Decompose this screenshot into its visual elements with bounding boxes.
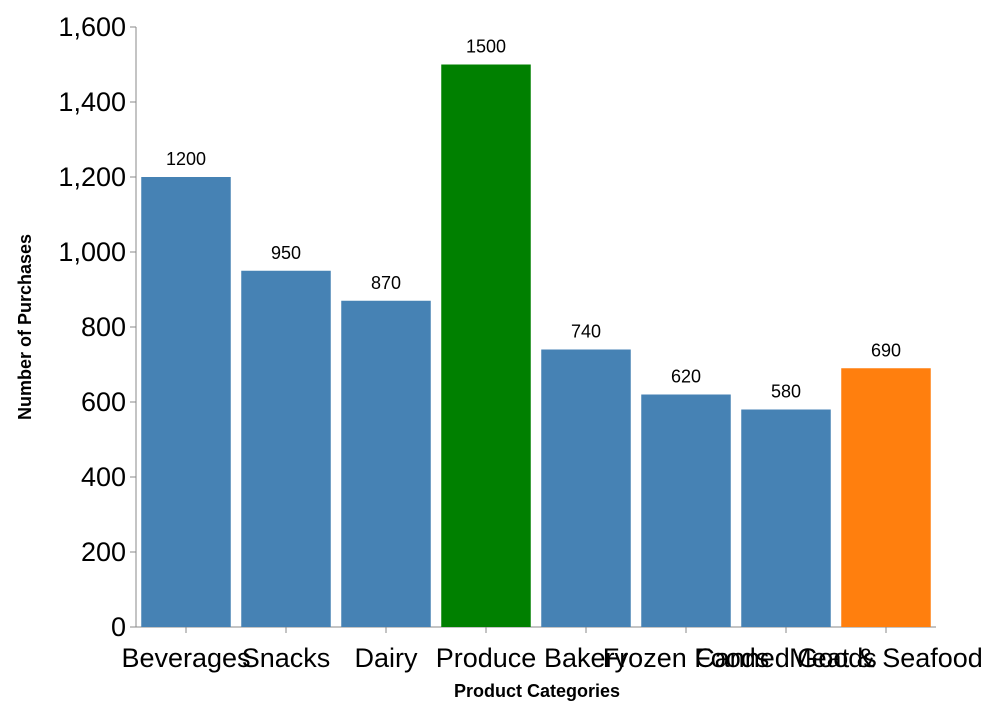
x-tick-label: Produce: [436, 643, 537, 673]
y-axis-title: Number of Purchases: [15, 234, 35, 420]
y-tick-label: 1,400: [58, 87, 126, 117]
y-tick-label: 1,000: [58, 237, 126, 267]
x-tick-label: Canned Goods: [695, 643, 877, 673]
y-tick-label: 800: [81, 312, 126, 342]
y-tick-label: 1,200: [58, 162, 126, 192]
bar-value-label: 950: [271, 243, 301, 263]
y-tick-label: 0: [111, 612, 126, 642]
y-tick-label: 600: [81, 387, 126, 417]
bar-value-label: 1500: [466, 37, 506, 57]
bar: [841, 368, 931, 627]
bars: [141, 64, 931, 627]
bar-value-label: 740: [571, 322, 601, 342]
bar: [641, 394, 731, 627]
bar-value-label: 1200: [166, 149, 206, 169]
bar-value-label: 690: [871, 340, 901, 360]
y-tick-label: 1,600: [58, 12, 126, 42]
y-axis: 0 200 400 600 800 1,000 1,200 1,400 1,600: [58, 12, 137, 642]
x-axis-title: Product Categories: [454, 681, 620, 701]
bar: [741, 409, 831, 627]
bar: [141, 177, 231, 627]
x-tick-label: Meat & Seafood: [789, 643, 983, 673]
bar-value-label: 620: [671, 367, 701, 387]
x-tick-label: Beverages: [121, 643, 250, 673]
x-tick-label: Bakery: [544, 643, 629, 673]
bar-value-labels: 1200 950 870 1500 740 620 580 690: [166, 37, 901, 402]
bar-value-label: 580: [771, 382, 801, 402]
x-tick-label: Snacks: [242, 643, 331, 673]
y-tick-label: 400: [81, 462, 126, 492]
bar-value-label: 870: [371, 273, 401, 293]
y-tick-label: 200: [81, 537, 126, 567]
x-tick-label: Frozen Foods: [603, 643, 770, 673]
bar: [541, 349, 631, 627]
bar: [241, 270, 331, 627]
x-tick-label: Dairy: [354, 643, 418, 673]
bar: [441, 64, 531, 627]
bar: [341, 300, 431, 627]
